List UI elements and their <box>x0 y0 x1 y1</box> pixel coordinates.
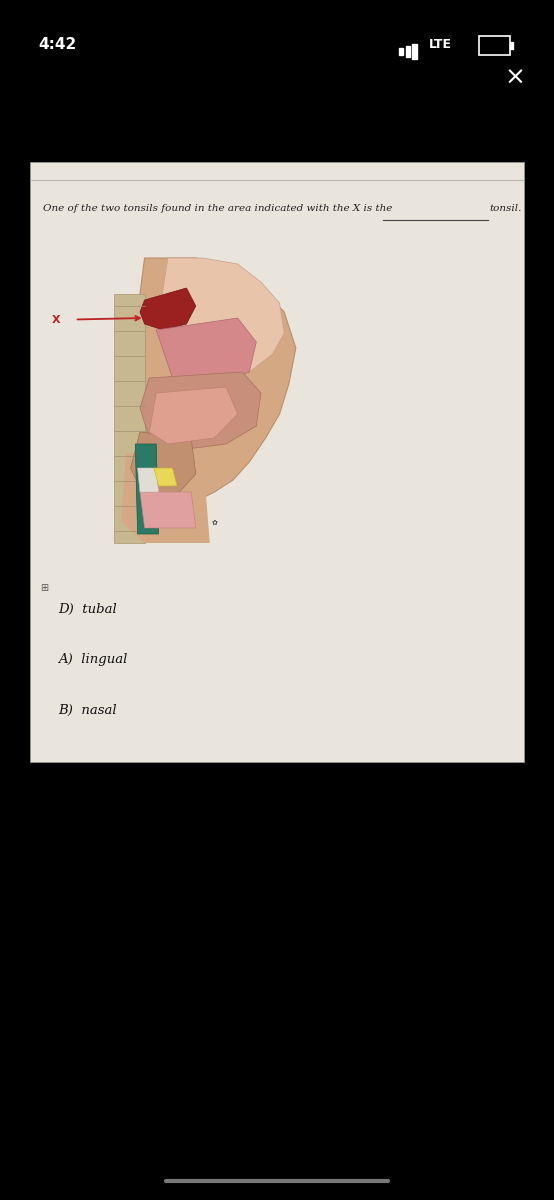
Polygon shape <box>121 454 210 542</box>
Polygon shape <box>140 492 196 528</box>
Bar <box>510 42 513 49</box>
Bar <box>412 44 417 59</box>
Bar <box>75 258 307 558</box>
Polygon shape <box>117 258 296 498</box>
Polygon shape <box>156 318 257 384</box>
Polygon shape <box>131 432 196 498</box>
Polygon shape <box>135 444 158 534</box>
Bar <box>479 36 510 55</box>
Text: D)  tubal: D) tubal <box>58 604 117 616</box>
Text: One of the two tonsils found in the area indicated with the X is the: One of the two tonsils found in the area… <box>43 204 392 214</box>
Polygon shape <box>156 258 284 378</box>
Text: LTE: LTE <box>429 38 453 50</box>
Polygon shape <box>114 294 145 542</box>
Text: tonsil.: tonsil. <box>490 204 522 214</box>
Text: ⊞: ⊞ <box>40 583 48 593</box>
Text: A)  lingual: A) lingual <box>58 654 127 666</box>
Text: X: X <box>52 314 61 324</box>
Polygon shape <box>149 386 238 444</box>
Polygon shape <box>140 372 261 450</box>
Text: ✿: ✿ <box>212 518 217 524</box>
Text: 4:42: 4:42 <box>39 37 77 52</box>
Text: ×: × <box>505 66 526 90</box>
Text: B)  nasal: B) nasal <box>58 704 117 716</box>
FancyBboxPatch shape <box>30 162 524 762</box>
Polygon shape <box>154 468 177 486</box>
Bar <box>399 48 403 55</box>
Bar <box>406 46 410 56</box>
Polygon shape <box>140 288 196 330</box>
Polygon shape <box>137 468 158 492</box>
